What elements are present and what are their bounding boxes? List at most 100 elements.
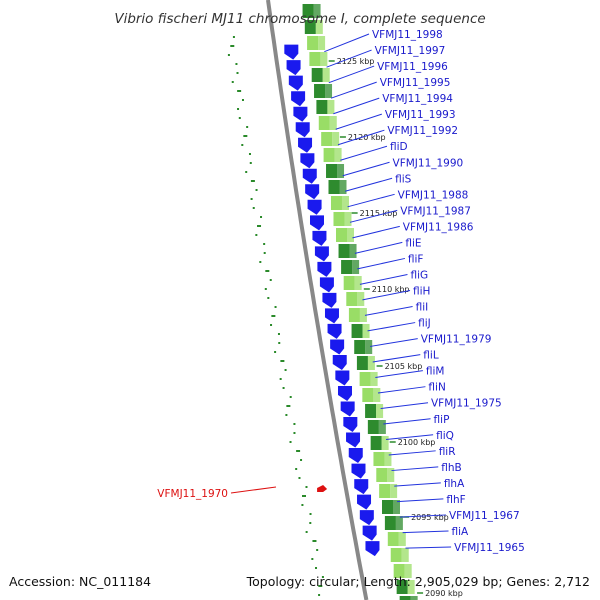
gene-arrow[interactable] — [286, 60, 301, 76]
highlighted-gene-marker[interactable] — [317, 485, 328, 492]
gene-label[interactable]: VFMJ11_1988 — [398, 189, 469, 201]
gene-label[interactable]: fliD — [390, 141, 408, 153]
gc-dot — [318, 585, 323, 587]
gene-label[interactable]: fliE — [405, 237, 421, 249]
gene-arrow[interactable] — [317, 261, 332, 277]
gc-dot — [302, 495, 307, 497]
gene-label[interactable]: fliN — [428, 382, 445, 394]
track-segment — [320, 52, 328, 66]
gene-label[interactable]: fliM — [426, 366, 445, 378]
track-segment — [311, 68, 323, 82]
gene-label[interactable]: VFMJ11_1997 — [375, 45, 446, 57]
gene-label[interactable]: fliR — [439, 446, 456, 458]
gene-label[interactable]: fliI — [416, 302, 429, 314]
gc-dot — [309, 513, 312, 515]
gene-label[interactable]: VFMJ11_1967 — [449, 510, 520, 522]
gc-dot — [248, 153, 251, 155]
gene-label[interactable]: VFMJ11_1995 — [380, 77, 451, 89]
gene-label[interactable]: flhF — [446, 494, 465, 506]
gene-label[interactable]: fliS — [395, 173, 412, 185]
gene-arrow[interactable] — [330, 339, 345, 355]
gc-dot — [295, 468, 298, 470]
gene-label[interactable]: VFMJ11_1994 — [382, 93, 453, 105]
gene-arrow[interactable] — [314, 246, 329, 262]
scale-tick-label: 2110 kbp — [372, 285, 410, 294]
gene-label[interactable]: fliA — [452, 526, 470, 538]
gene-arrow[interactable] — [307, 199, 322, 215]
gene-arrow[interactable] — [365, 541, 380, 557]
gc-dot — [285, 414, 288, 416]
gene-arrow[interactable] — [302, 168, 317, 184]
track-segment — [327, 100, 335, 114]
gene-label[interactable]: fliP — [434, 414, 450, 426]
track-segment — [316, 100, 328, 114]
gene-arrow[interactable] — [332, 354, 347, 370]
gene-label[interactable]: fliL — [423, 350, 439, 362]
gene-arrow[interactable] — [295, 122, 310, 138]
gene-label[interactable]: VFMJ11_1965 — [454, 542, 525, 554]
gene-arrow[interactable] — [359, 510, 374, 526]
gene-label[interactable]: VFMJ11_1993 — [385, 109, 456, 121]
gene-arrow[interactable] — [288, 75, 303, 91]
track-segment — [396, 580, 408, 594]
gene-arrow[interactable] — [357, 494, 372, 510]
gene-label[interactable]: VFMJ11_1979 — [421, 334, 492, 346]
label-leader-line — [391, 466, 439, 472]
label-leader-line — [399, 514, 446, 518]
gene-arrow[interactable] — [340, 401, 355, 417]
gene-label[interactable]: flhA — [444, 478, 465, 490]
gc-dot — [230, 45, 235, 47]
track-segment — [343, 276, 355, 290]
gene-label[interactable]: fliH — [413, 286, 430, 298]
gene-arrow[interactable] — [309, 215, 324, 231]
gene-label[interactable]: fliQ — [436, 430, 454, 442]
gene-arrow[interactable] — [354, 479, 369, 495]
gc-dot — [255, 189, 258, 191]
gene-label[interactable]: VFMJ11_1975 — [431, 398, 502, 410]
gc-dot — [277, 333, 280, 335]
gene-arrow[interactable] — [312, 230, 327, 246]
gc-dot — [231, 81, 234, 83]
gene-arrow[interactable] — [362, 525, 377, 541]
track-segment — [307, 36, 319, 50]
gene-arrow[interactable] — [319, 277, 334, 293]
gene-label[interactable]: fliJ — [418, 318, 431, 330]
gene-arrow[interactable] — [351, 463, 366, 479]
gc-dot — [316, 549, 319, 551]
gene-label[interactable]: fliF — [408, 253, 424, 265]
gene-arrow[interactable] — [322, 292, 337, 308]
gene-arrow[interactable] — [335, 370, 350, 386]
highlighted-gene-label[interactable]: VFMJ11_1970 — [157, 488, 228, 500]
gene-arrow[interactable] — [348, 448, 363, 464]
gene-label[interactable]: VFMJ11_1986 — [403, 221, 474, 233]
gene-arrow[interactable] — [298, 137, 313, 153]
gene-label[interactable]: VFMJ11_1996 — [377, 61, 448, 73]
gene-label[interactable]: flhB — [441, 462, 461, 474]
track-segment — [399, 596, 411, 600]
track-segment — [337, 164, 345, 178]
gene-arrow[interactable] — [324, 308, 339, 324]
gc-dot — [232, 36, 235, 38]
label-leader-line — [333, 97, 380, 115]
gene-label[interactable]: VFMJ11_1990 — [393, 157, 464, 169]
gene-arrow[interactable] — [300, 153, 315, 169]
gene-arrow[interactable] — [291, 91, 306, 107]
gene-arrow[interactable] — [305, 184, 320, 200]
gene-arrow[interactable] — [346, 432, 361, 448]
gene-arrow[interactable] — [337, 385, 352, 401]
track-segment — [390, 548, 402, 562]
gene-label[interactable]: fliG — [410, 269, 428, 281]
gc-dot — [252, 207, 255, 209]
gene-arrow[interactable] — [293, 106, 308, 122]
gene-arrow[interactable] — [327, 323, 342, 339]
track-segment — [323, 148, 335, 162]
gene-label[interactable]: VFMJ11_1992 — [387, 125, 458, 137]
gene-arrow[interactable] — [284, 44, 299, 60]
highlighted-gene-line — [230, 486, 277, 494]
label-leader-line — [354, 241, 403, 254]
gc-dot — [260, 216, 263, 218]
label-leader-line — [349, 209, 398, 223]
gene-label[interactable]: VFMJ11_1998 — [372, 29, 443, 41]
gene-arrow[interactable] — [343, 417, 358, 433]
gene-label[interactable]: VFMJ11_1987 — [400, 205, 471, 217]
